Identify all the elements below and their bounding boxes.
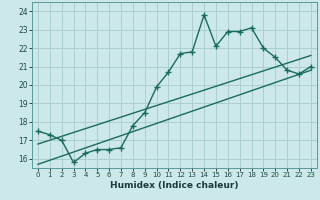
X-axis label: Humidex (Indice chaleur): Humidex (Indice chaleur) bbox=[110, 181, 239, 190]
